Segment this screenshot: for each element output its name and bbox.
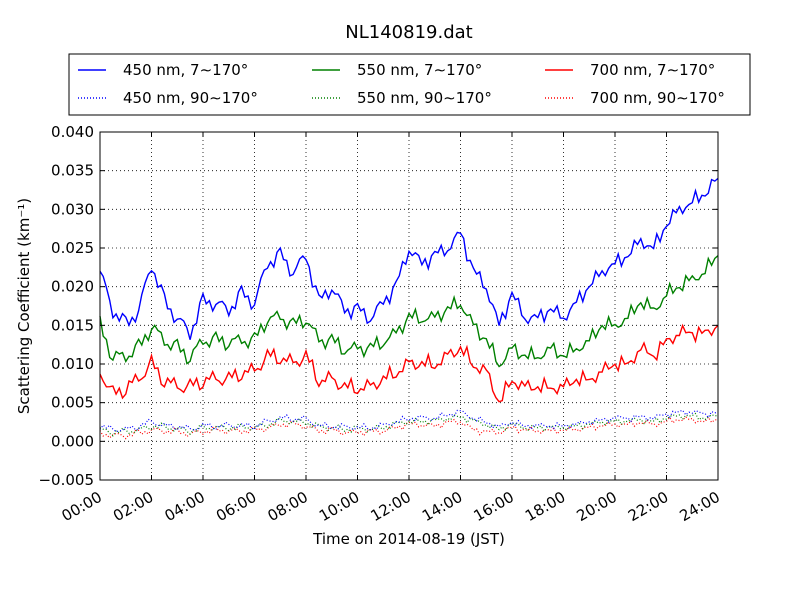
y-axis-label: Scattering Coefficient (km⁻¹): [15, 198, 33, 414]
ticks: −0.005 0.000 0.005 0.010 0.015 0.020 0.025 0.03…: [38, 123, 723, 525]
legend-label: 700 nm, 7∼170°: [590, 61, 715, 79]
y-tick-label: 0.015: [51, 316, 94, 334]
series-line-3: [99, 323, 719, 403]
chart-title: NL140819.dat: [345, 22, 472, 43]
x-tick-label: 24:00: [677, 488, 723, 525]
x-tick-label: 08:00: [265, 488, 311, 525]
series-line-5: [99, 412, 719, 437]
x-tick-label: 02:00: [110, 488, 156, 525]
y-tick-label: 0.000: [51, 432, 94, 450]
y-tick-label: 0.005: [51, 394, 94, 412]
x-tick-label: 04:00: [162, 488, 208, 525]
legend-label: 450 nm, 90∼170°: [123, 89, 258, 107]
series-line-2: [99, 255, 719, 368]
legend: 450 nm, 7∼170° 550 nm, 7∼170° 700 nm, 7∼17…: [68, 53, 751, 116]
x-axis-label: Time on 2014-08-19 (JST): [312, 530, 505, 548]
x-tick-label: 22:00: [625, 488, 671, 525]
y-tick-label: 0.025: [51, 239, 94, 257]
legend-label: 450 nm, 7∼170°: [123, 61, 248, 79]
series-layer: [99, 177, 719, 440]
gridlines: [100, 132, 718, 480]
x-tick-label: 20:00: [574, 488, 620, 525]
y-tick-label: 0.035: [51, 162, 94, 180]
y-tick-label: 0.040: [51, 123, 94, 141]
x-tick-label: 18:00: [522, 488, 568, 525]
y-tick-label: 0.030: [51, 200, 94, 218]
legend-label: 550 nm, 90∼170°: [357, 89, 492, 107]
x-tick-label: 00:00: [59, 488, 105, 525]
series-line-1: [99, 177, 719, 340]
x-tick-label: 10:00: [316, 488, 362, 525]
series-line-4: [99, 409, 719, 433]
series-line-6: [99, 416, 719, 440]
y-tick-label: 0.020: [51, 278, 94, 296]
legend-box: [68, 53, 751, 116]
legend-label: 550 nm, 7∼170°: [357, 61, 482, 79]
y-tick-label: −0.005: [38, 471, 94, 489]
x-tick-label: 16:00: [471, 488, 517, 525]
y-tick-label: 0.010: [51, 355, 94, 373]
x-tick-label: 14:00: [419, 488, 465, 525]
x-tick-label: 12:00: [368, 488, 414, 525]
legend-label: 700 nm, 90∼170°: [590, 89, 725, 107]
x-tick-label: 06:00: [213, 488, 259, 525]
